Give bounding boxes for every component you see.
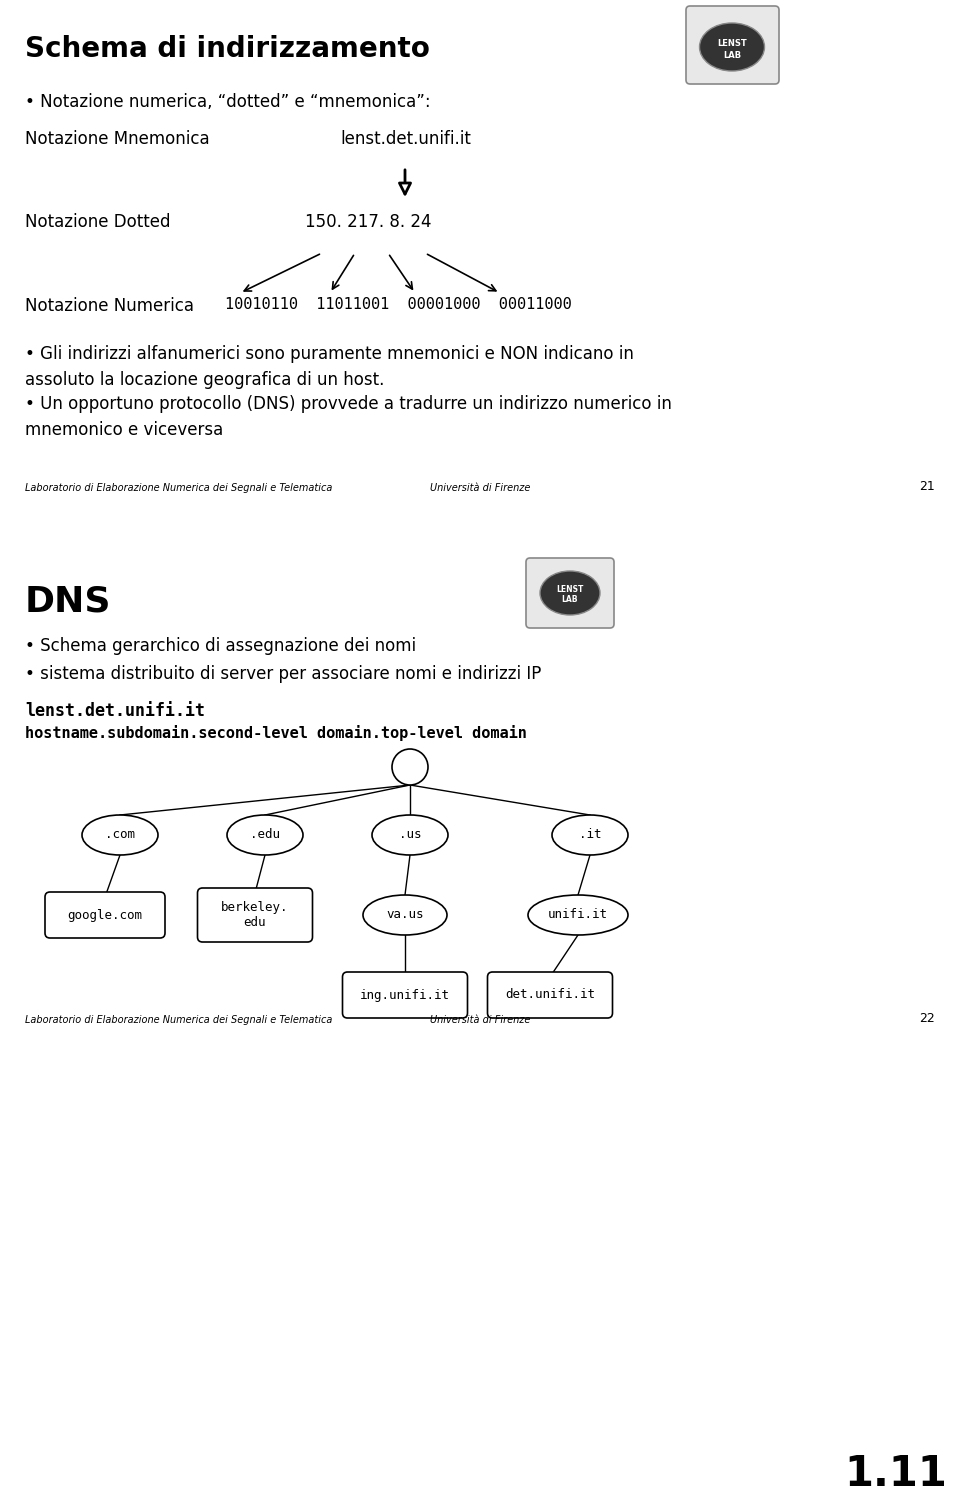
Text: ing.unifi.it: ing.unifi.it bbox=[360, 989, 450, 1002]
Text: 10010110  11011001  00001000  00011000: 10010110 11011001 00001000 00011000 bbox=[225, 297, 572, 312]
Text: 21: 21 bbox=[920, 481, 935, 493]
Text: 150. 217. 8. 24: 150. 217. 8. 24 bbox=[305, 212, 431, 231]
Text: hostname.subdomain.second-level domain.top-level domain: hostname.subdomain.second-level domain.t… bbox=[25, 725, 527, 741]
Ellipse shape bbox=[552, 815, 628, 854]
Text: LAB: LAB bbox=[723, 51, 741, 59]
Text: google.com: google.com bbox=[67, 909, 142, 921]
Text: unifi.it: unifi.it bbox=[548, 909, 608, 921]
Text: • sistema distribuito di server per associare nomi e indirizzi IP: • sistema distribuito di server per asso… bbox=[25, 665, 541, 683]
Ellipse shape bbox=[363, 895, 447, 934]
Text: Laboratorio di Elaborazione Numerica dei Segnali e Telematica: Laboratorio di Elaborazione Numerica dei… bbox=[25, 484, 332, 493]
Text: det.unifi.it: det.unifi.it bbox=[505, 989, 595, 1002]
FancyBboxPatch shape bbox=[526, 558, 614, 628]
FancyBboxPatch shape bbox=[686, 6, 779, 84]
Text: Schema di indirizzamento: Schema di indirizzamento bbox=[25, 35, 430, 63]
Text: • Schema gerarchico di assegnazione dei nomi: • Schema gerarchico di assegnazione dei … bbox=[25, 637, 416, 656]
Text: LENST: LENST bbox=[717, 39, 747, 48]
Text: lenst.det.unifi.it: lenst.det.unifi.it bbox=[340, 130, 470, 148]
Ellipse shape bbox=[700, 23, 764, 71]
Ellipse shape bbox=[227, 815, 303, 854]
Text: .us: .us bbox=[398, 829, 421, 841]
Text: Notazione Dotted: Notazione Dotted bbox=[25, 212, 171, 231]
Text: Notazione Mnemonica: Notazione Mnemonica bbox=[25, 130, 209, 148]
Text: 1.11: 1.11 bbox=[845, 1453, 948, 1495]
Ellipse shape bbox=[528, 895, 628, 934]
Ellipse shape bbox=[372, 815, 448, 854]
Circle shape bbox=[392, 749, 428, 785]
Text: Università di Firenze: Università di Firenze bbox=[430, 1016, 530, 1025]
FancyBboxPatch shape bbox=[198, 888, 313, 942]
FancyBboxPatch shape bbox=[343, 972, 468, 1019]
Text: lenst.det.unifi.it: lenst.det.unifi.it bbox=[25, 702, 205, 720]
Ellipse shape bbox=[82, 815, 158, 854]
Text: Laboratorio di Elaborazione Numerica dei Segnali e Telematica: Laboratorio di Elaborazione Numerica dei… bbox=[25, 1016, 332, 1025]
Text: .edu: .edu bbox=[250, 829, 280, 841]
Ellipse shape bbox=[540, 571, 600, 615]
FancyBboxPatch shape bbox=[488, 972, 612, 1019]
Text: 22: 22 bbox=[920, 1013, 935, 1025]
Text: va.us: va.us bbox=[386, 909, 423, 921]
Text: .it: .it bbox=[579, 829, 601, 841]
Text: • Notazione numerica, “dotted” e “mnemonica”:: • Notazione numerica, “dotted” e “mnemon… bbox=[25, 93, 431, 112]
Text: DNS: DNS bbox=[25, 585, 111, 619]
Text: berkeley.
edu: berkeley. edu bbox=[221, 901, 289, 930]
Text: Università di Firenze: Università di Firenze bbox=[430, 484, 530, 493]
FancyBboxPatch shape bbox=[45, 892, 165, 937]
Text: .com: .com bbox=[105, 829, 135, 841]
Text: Notazione Numerica: Notazione Numerica bbox=[25, 297, 194, 315]
Text: LAB: LAB bbox=[562, 595, 578, 604]
Text: • Gli indirizzi alfanumerici sono puramente mnemonici e NON indicano in
assoluto: • Gli indirizzi alfanumerici sono purame… bbox=[25, 345, 634, 389]
Text: • Un opportuno protocollo (DNS) provvede a tradurre un indirizzo numerico in
mne: • Un opportuno protocollo (DNS) provvede… bbox=[25, 395, 672, 440]
Text: LENST: LENST bbox=[556, 585, 584, 594]
